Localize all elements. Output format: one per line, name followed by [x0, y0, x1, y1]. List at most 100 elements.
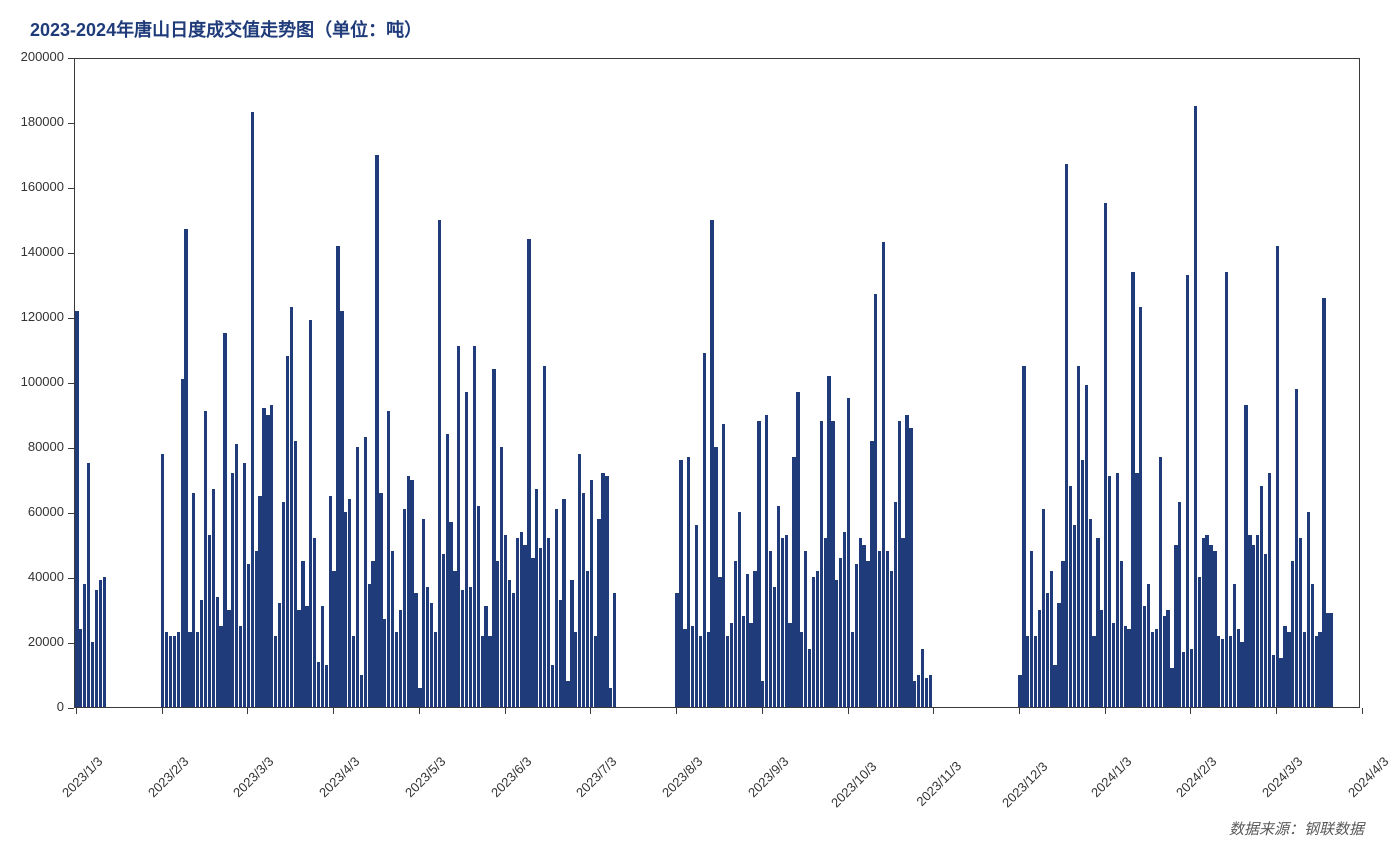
bar: [1151, 632, 1154, 707]
bar: [266, 415, 269, 708]
x-tick-label: 2024/2/3: [1174, 754, 1220, 800]
bar: [204, 411, 207, 707]
x-tick-label: 2023/8/3: [659, 754, 705, 800]
y-tick-mark: [68, 58, 74, 59]
bar: [387, 411, 390, 707]
bar: [1143, 606, 1146, 707]
bar: [368, 584, 371, 708]
bar: [597, 519, 600, 708]
bar: [1268, 473, 1271, 707]
bar: [1221, 639, 1224, 707]
bar: [309, 320, 312, 707]
bar: [1042, 509, 1045, 707]
bar: [79, 629, 82, 707]
bar: [894, 502, 897, 707]
bar: [730, 623, 733, 708]
bar: [769, 551, 772, 707]
bar: [535, 489, 538, 707]
bar: [1307, 512, 1310, 707]
bar: [788, 623, 791, 708]
bar: [508, 580, 511, 707]
x-tick-label: 2023/12/3: [999, 759, 1051, 811]
bar: [321, 606, 324, 707]
bar: [1061, 561, 1064, 707]
y-tick-mark: [68, 123, 74, 124]
bar: [1322, 298, 1325, 708]
bar: [1108, 476, 1111, 707]
y-tick-label: 160000: [21, 179, 64, 194]
bar: [1178, 502, 1181, 707]
bar: [504, 535, 507, 707]
bar: [570, 580, 573, 707]
bar: [773, 587, 776, 707]
bar: [294, 441, 297, 708]
bar: [1159, 457, 1162, 707]
bar: [255, 551, 258, 707]
bar: [582, 493, 585, 708]
bar: [874, 294, 877, 707]
bar: [726, 636, 729, 708]
bar: [1057, 603, 1060, 707]
bar: [219, 626, 222, 707]
bar: [251, 112, 254, 707]
bar: [313, 538, 316, 707]
x-tick-label: 2023/11/3: [914, 758, 965, 809]
bar: [383, 619, 386, 707]
bar: [566, 681, 569, 707]
bar: [379, 493, 382, 708]
bar: [714, 447, 717, 707]
bar: [103, 577, 106, 707]
x-tick-label: 2023/1/3: [59, 754, 105, 800]
bar: [1229, 636, 1232, 708]
bar: [1081, 460, 1084, 707]
bar: [1213, 551, 1216, 707]
y-tick-label: 140000: [21, 244, 64, 259]
bar: [332, 571, 335, 708]
bar: [761, 681, 764, 707]
y-tick-mark: [68, 383, 74, 384]
bar: [574, 632, 577, 707]
x-tick-label: 2024/4/3: [1345, 754, 1391, 800]
bar: [1311, 584, 1314, 708]
bar: [282, 502, 285, 707]
bar: [231, 473, 234, 707]
bar: [878, 551, 881, 707]
bar: [738, 512, 741, 707]
bar: [290, 307, 293, 707]
bar: [862, 545, 865, 708]
bar: [839, 558, 842, 708]
bar: [1050, 571, 1053, 708]
bar: [1283, 626, 1286, 707]
bar: [449, 522, 452, 707]
bar: [391, 551, 394, 707]
x-tick-mark: [333, 708, 334, 714]
bar: [496, 561, 499, 707]
source-label: 数据来源：钢联数据: [1229, 818, 1364, 839]
bar: [352, 636, 355, 708]
bar: [1166, 610, 1169, 708]
bar: [1256, 535, 1259, 707]
x-tick-label: 2023/10/3: [828, 759, 880, 811]
bar: [718, 577, 721, 707]
bar: [177, 632, 180, 707]
bar: [1318, 632, 1321, 707]
bar: [917, 675, 920, 708]
bar: [613, 593, 616, 707]
bar: [886, 551, 889, 707]
bar: [609, 688, 612, 708]
bar: [746, 574, 749, 707]
bar: [870, 441, 873, 708]
bar: [710, 220, 713, 708]
bar: [348, 499, 351, 707]
y-tick-mark: [68, 188, 74, 189]
bar: [399, 610, 402, 708]
bar: [375, 155, 378, 708]
bar: [929, 675, 932, 708]
bar: [325, 665, 328, 707]
bar: [816, 571, 819, 708]
x-tick-label: 2023/6/3: [488, 754, 534, 800]
bar: [1279, 658, 1282, 707]
bar: [344, 512, 347, 707]
y-tick-label: 80000: [28, 439, 64, 454]
bar-series: [75, 59, 1359, 707]
